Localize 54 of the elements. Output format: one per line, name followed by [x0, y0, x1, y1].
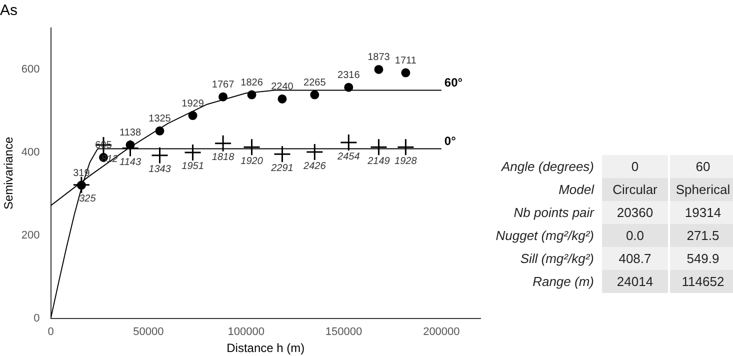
annotation: 2240 — [271, 82, 294, 93]
text: 0 — [602, 155, 668, 178]
x-tick-label: 100000 — [228, 326, 264, 338]
x-tick-label: 200000 — [423, 326, 460, 338]
annotation: 2426 — [302, 160, 326, 172]
text: 0.0 — [602, 224, 668, 247]
annotation: 1711 — [394, 56, 417, 67]
annotation: 1818 — [212, 152, 235, 164]
annotation: 1325 — [148, 114, 172, 125]
annotation: 2149 — [366, 156, 390, 167]
annotation: 2265 — [304, 78, 326, 89]
y-tick-label: 0 — [34, 312, 40, 324]
text: 20360 — [602, 201, 668, 224]
text: Circular — [602, 178, 668, 201]
text: Angle (degrees) — [500, 158, 595, 176]
annotation: 2291 — [270, 162, 294, 174]
annotation: 1929 — [182, 98, 204, 110]
y-axis-title: Semivariance — [2, 136, 16, 210]
annotation: 1826 — [240, 78, 264, 89]
annotation: 2316 — [338, 70, 360, 82]
text: Sill (mg²/kg²) — [519, 250, 595, 268]
annotation: 2454 — [336, 151, 360, 162]
y-tick-label: 600 — [21, 64, 40, 76]
annotation: 1873 — [368, 52, 390, 64]
text: 19314 — [670, 201, 733, 224]
series-label: 0° — [444, 134, 456, 148]
x-tick-label: 50000 — [133, 326, 164, 338]
annotation: 1143 — [120, 157, 142, 168]
text: 114652 — [670, 270, 733, 293]
annotation: 1951 — [182, 161, 204, 172]
text: Model — [558, 181, 596, 199]
y-tick-label: 200 — [21, 229, 40, 242]
annotation: 1920 — [240, 156, 264, 167]
text: 408.7 — [602, 247, 668, 270]
text: Range (m) — [532, 273, 595, 291]
annotation: 1928 — [394, 156, 418, 167]
annotation: 1138 — [120, 128, 142, 139]
annotation: 605 — [95, 140, 112, 152]
text: Nugget (mg²/kg²) — [494, 227, 595, 245]
text: 24014 — [602, 270, 668, 293]
text: 271.5 — [670, 224, 733, 247]
text: Spherical — [670, 178, 733, 201]
x-tick-label: 0 — [48, 326, 54, 338]
annotation: 1343 — [148, 164, 172, 176]
annotation: 1767 — [212, 80, 235, 91]
x-axis-title: Distance h (m) — [226, 341, 305, 356]
chart-title: As — [0, 2, 18, 20]
annotation: 325 — [79, 194, 96, 205]
text: Nb points pair — [512, 204, 596, 222]
x-tick-label: 150000 — [325, 326, 362, 338]
text: 60 — [670, 155, 733, 178]
series-label: 60° — [444, 76, 463, 90]
text: 549.9 — [670, 247, 733, 270]
y-tick-label: 400 — [21, 146, 40, 158]
